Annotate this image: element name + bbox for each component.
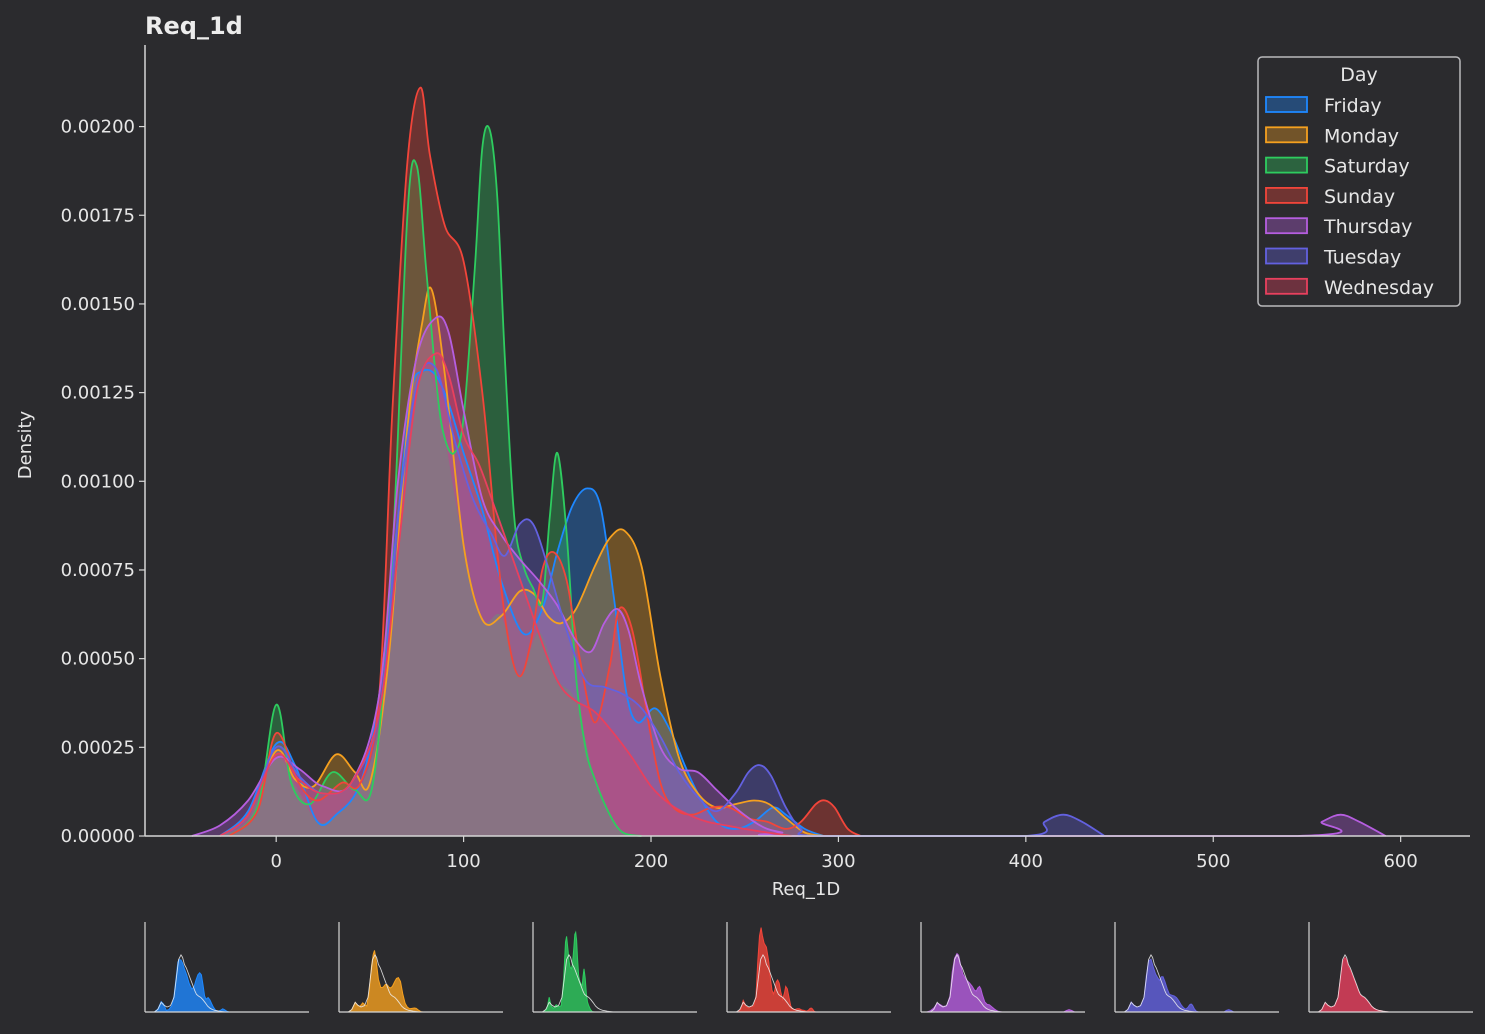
series-area-tuesday (220, 362, 1105, 836)
legend-label: Wednesday (1324, 277, 1434, 299)
mini-reference-line (1318, 954, 1390, 1013)
overlap-area (220, 368, 661, 836)
x-tick-label: 400 (1009, 851, 1043, 872)
mini-chart-friday (144, 922, 309, 1013)
legend-item-wednesday: Wednesday (1265, 277, 1434, 299)
mini-area (735, 927, 816, 1013)
legend-label: Friday (1324, 95, 1382, 117)
legend-swatch (1265, 186, 1308, 204)
x-tick-label: 200 (634, 851, 668, 872)
y-axis-label: Density (15, 410, 36, 479)
mini-reference-line (1124, 954, 1196, 1013)
x-tick-label: 600 (1383, 851, 1417, 872)
x-axis-label: Req_1D (772, 879, 841, 900)
y-tick-label: 0.00200 (61, 117, 135, 138)
mini-reference-line (930, 954, 1002, 1013)
legend-item-thursday: Thursday (1265, 216, 1412, 238)
y-tick-label: 0.00175 (61, 205, 135, 226)
legend-label: Thursday (1323, 216, 1412, 238)
series-line-saturday (228, 125, 642, 837)
mini-chart-wednesday (1308, 922, 1473, 1013)
mini-reference-line (542, 954, 614, 1013)
series-line-wednesday (219, 352, 792, 837)
mini-area (542, 930, 595, 1013)
legend-label: Monday (1324, 125, 1399, 147)
mini-area (926, 952, 1075, 1013)
legend-swatch (1265, 217, 1308, 235)
y-tick-label: 0.00075 (61, 560, 135, 581)
y-tick-label: 0.00125 (61, 383, 135, 404)
mini-area (1316, 956, 1390, 1013)
mini-chart-saturday (532, 922, 697, 1013)
legend-swatch (1265, 126, 1308, 144)
x-tick-label: 500 (1196, 851, 1230, 872)
mini-area (152, 959, 230, 1013)
plot-area (191, 86, 1387, 837)
legend-item-sunday: Sunday (1265, 186, 1395, 208)
legend-item-tuesday: Tuesday (1265, 247, 1401, 269)
y-tick-label: 0.00100 (61, 471, 135, 492)
mini-charts (144, 922, 1473, 1013)
legend-swatch (1265, 96, 1308, 113)
mini-chart-sunday (726, 922, 891, 1013)
y-tick-label: 0.00025 (61, 737, 135, 758)
mini-reference-line (154, 954, 226, 1013)
mini-chart-monday (338, 922, 503, 1013)
x-tick-label: 0 (270, 851, 281, 872)
legend-swatch (1265, 156, 1308, 174)
legend-label: Saturday (1324, 156, 1410, 178)
y-tick-label: 0.00000 (61, 826, 135, 847)
legend-item-friday: Friday (1265, 95, 1382, 117)
x-tick-label: 100 (446, 851, 480, 872)
legend-swatch (1265, 247, 1308, 265)
mini-reference-line (736, 954, 808, 1013)
legend-item-saturday: Saturday (1265, 156, 1410, 178)
axes: 0.00000 0.00025 0.00050 0.00075 0.00100 0.001… (61, 45, 1470, 872)
y-tick-label: 0.00150 (61, 294, 135, 315)
y-tick-label: 0.00050 (61, 649, 135, 670)
chart-title: Req_1d (145, 12, 243, 40)
legend-label: Sunday (1324, 186, 1395, 208)
legend-title: Day (1340, 64, 1378, 86)
x-tick-label: 300 (821, 851, 855, 872)
mini-chart-thursday (920, 922, 1085, 1013)
legend-label: Tuesday (1323, 247, 1401, 269)
legend-swatch (1265, 277, 1308, 295)
legend-frame (1257, 56, 1461, 307)
mini-chart-tuesday (1114, 922, 1279, 1013)
mini-reference-line (348, 954, 420, 1013)
legend: Day Friday Monday Saturday Sunday Thursday Tu… (1257, 56, 1461, 307)
legend-item-monday: Monday (1265, 125, 1399, 147)
